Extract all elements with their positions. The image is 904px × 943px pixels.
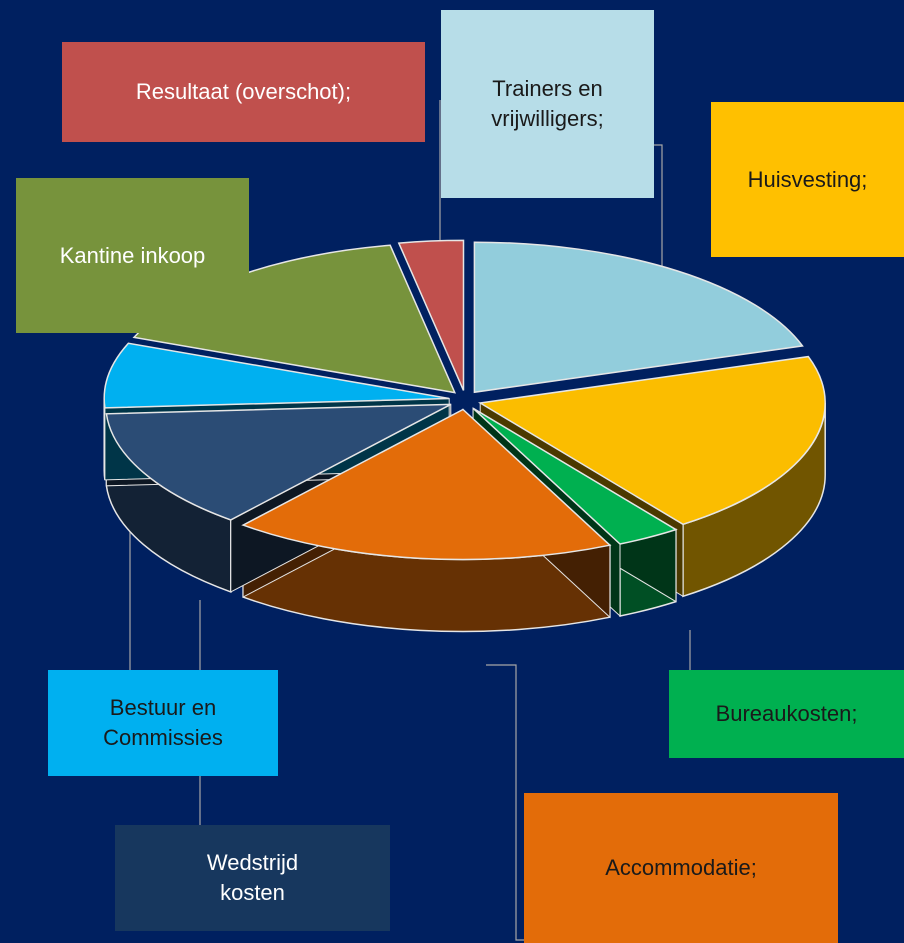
label-box: Resultaat (overschot); <box>62 42 425 142</box>
label-box: Bestuur en Commissies <box>48 670 278 776</box>
label-text: Trainers en vrijwilligers; <box>491 76 604 131</box>
slice <box>103 342 450 409</box>
pie-tops <box>103 239 826 561</box>
label-text: Bureaukosten; <box>715 701 858 726</box>
label-text: Huisvesting; <box>747 166 868 192</box>
slice <box>477 355 826 526</box>
label-box: Wedstrijd kosten <box>115 825 390 931</box>
leader-line <box>486 664 524 941</box>
label-box: Trainers en vrijwilligers; <box>441 10 654 198</box>
label-text: Wedstrijd kosten <box>206 850 299 905</box>
slice <box>472 407 678 545</box>
leader-line <box>654 144 663 278</box>
slice <box>241 408 612 561</box>
slice <box>397 239 465 391</box>
label-box: Accommodatie; <box>524 793 838 943</box>
label-box: Bureaukosten; <box>669 670 904 758</box>
label-box: Kantine inkoop <box>16 178 249 333</box>
slice <box>105 403 452 521</box>
label-text: Resultaat (overschot); <box>135 79 352 104</box>
label-box: Huisvesting; <box>711 102 904 257</box>
label-text: Bestuur en Commissies <box>103 695 223 750</box>
slice <box>473 241 804 394</box>
label-text: Accommodatie; <box>605 855 757 880</box>
label-text: Kantine inkoop <box>59 242 206 268</box>
